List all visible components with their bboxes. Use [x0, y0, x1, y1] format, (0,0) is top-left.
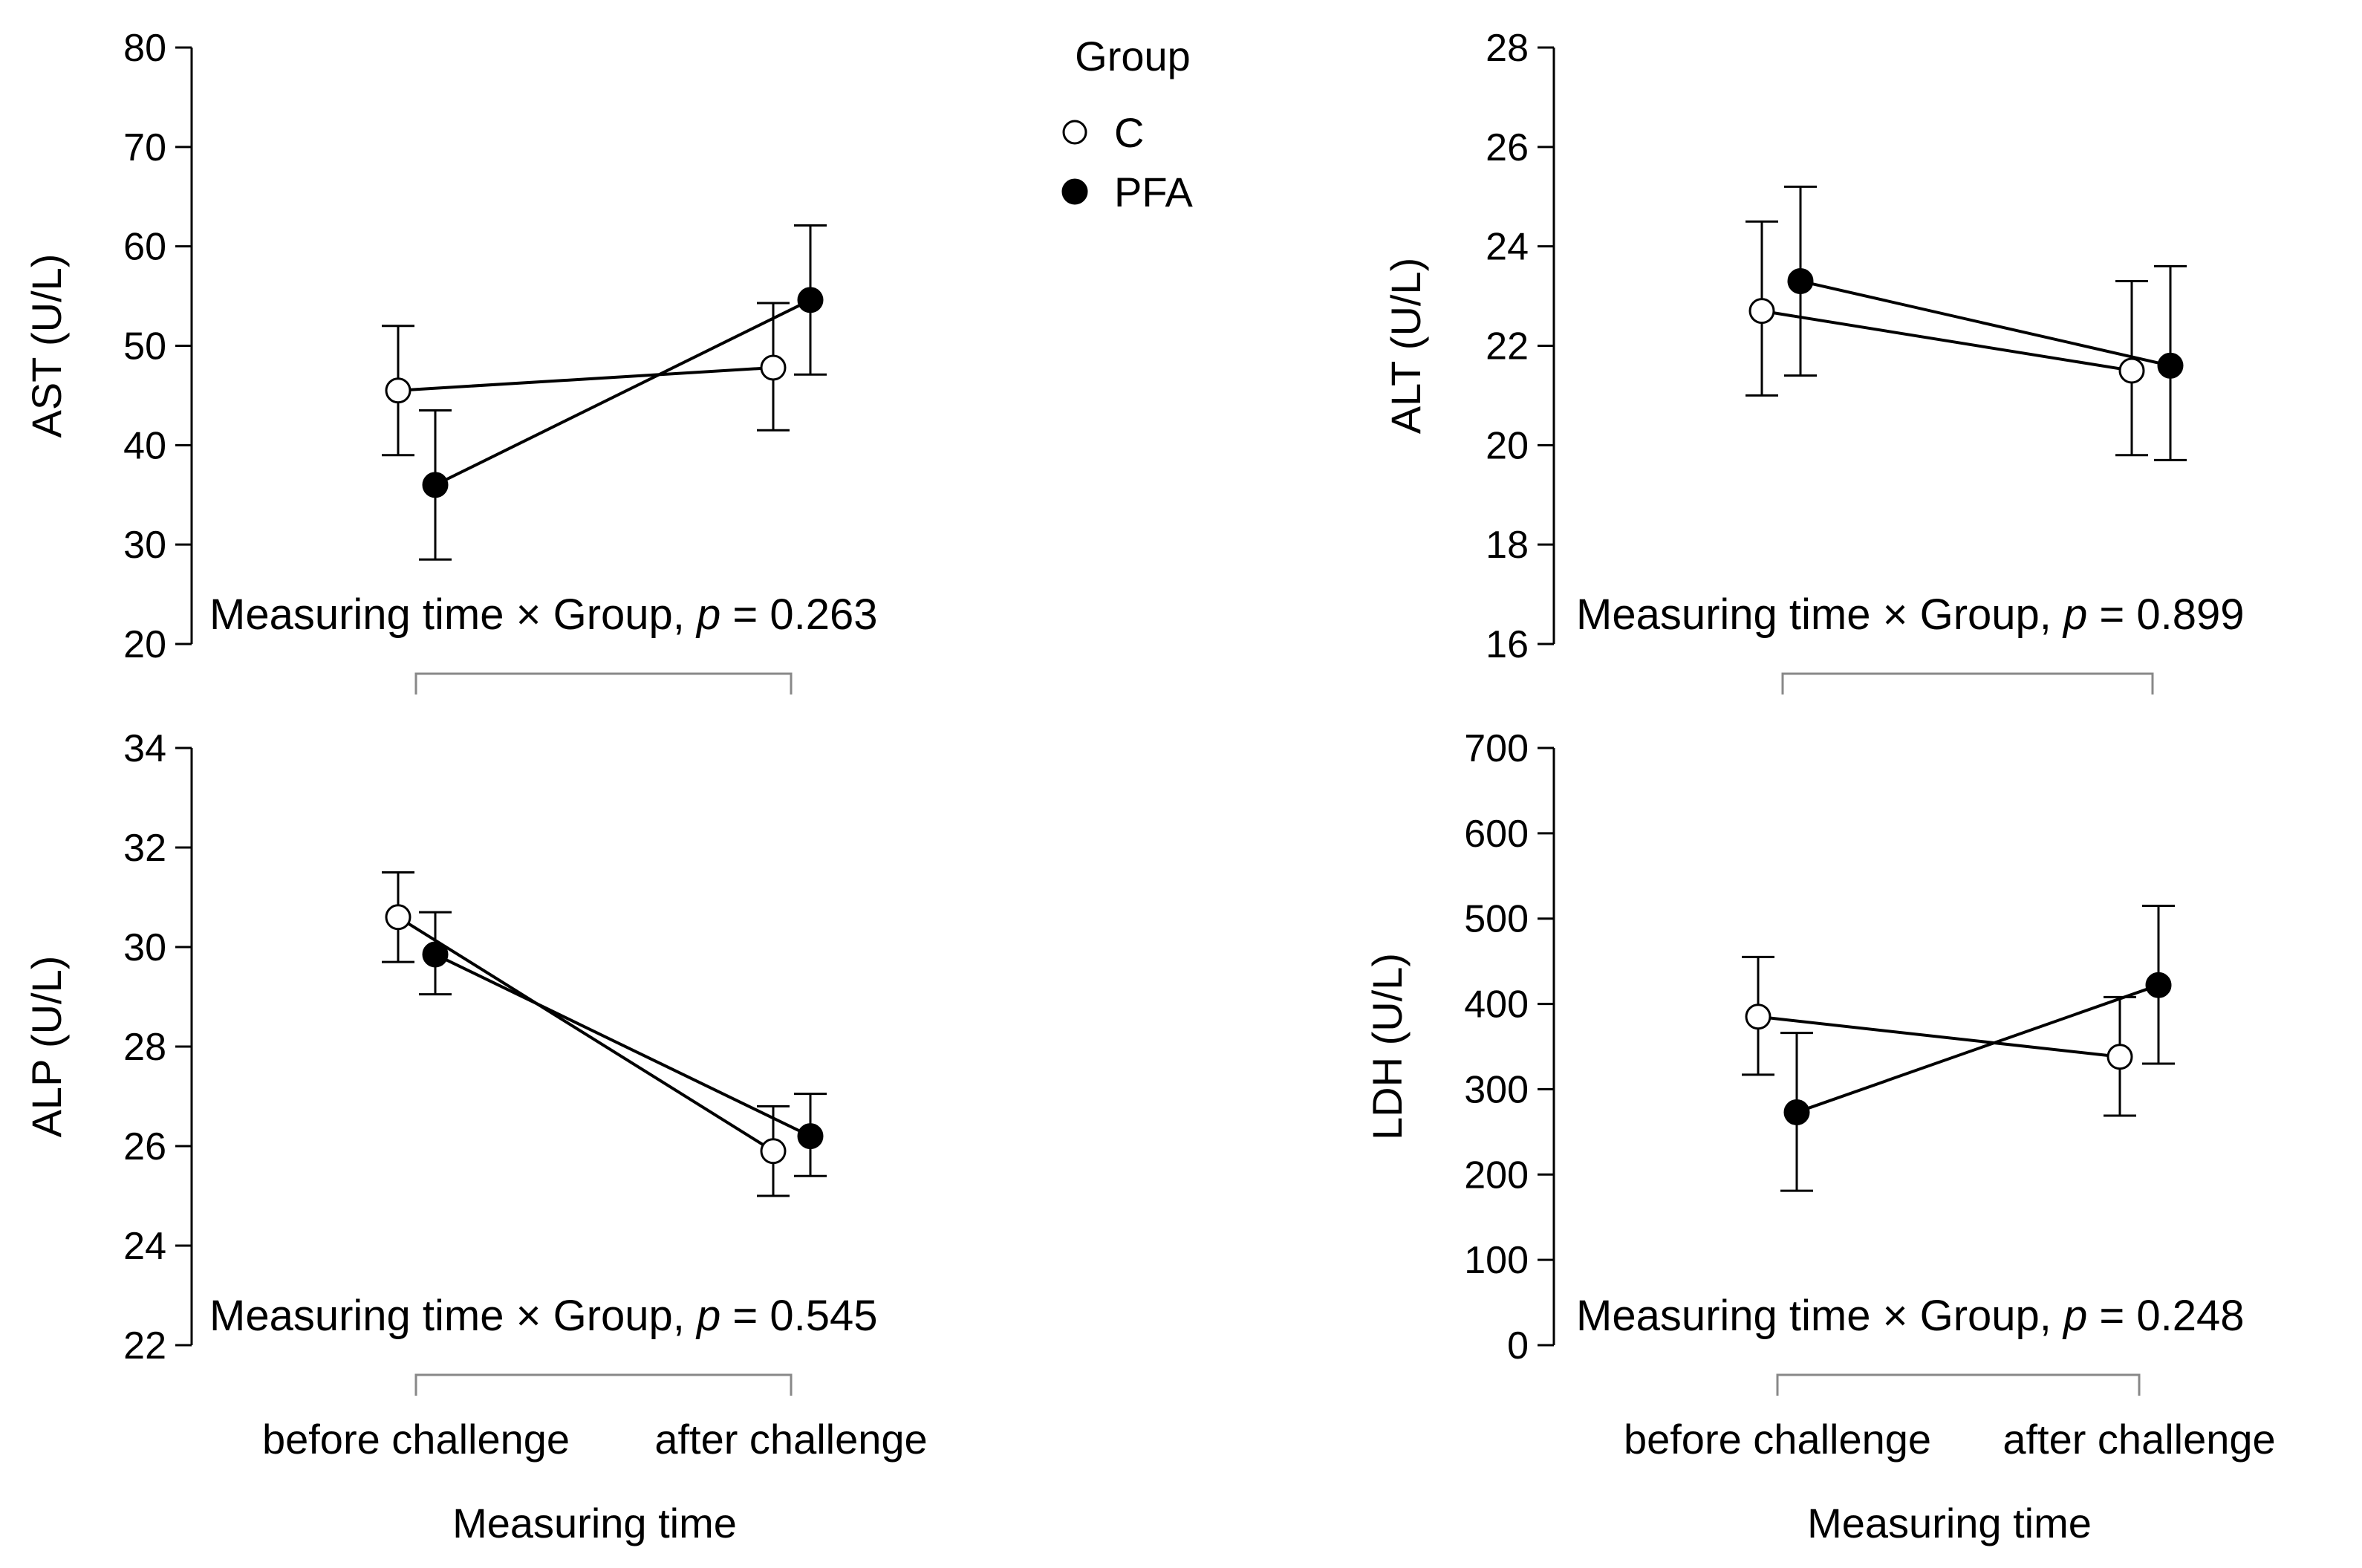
- y-tick-label: 80: [123, 27, 166, 70]
- y-tick-label: 26: [1486, 126, 1529, 169]
- x-axis-bracket: [1781, 672, 2154, 694]
- point-pfa: [1787, 268, 1814, 295]
- legend-label-c: C: [1114, 109, 1144, 156]
- legend: Group C PFA: [1061, 33, 1193, 215]
- y-tick-label: 32: [123, 827, 166, 870]
- y-axis-label: LDH (U/L): [1364, 953, 1411, 1140]
- point-c: [760, 354, 787, 381]
- x-tick-label: before challenge: [1624, 1416, 1931, 1463]
- point-pfa: [1783, 1099, 1810, 1125]
- series-line-pfa: [1800, 279, 2171, 368]
- y-tick-label: 20: [1486, 424, 1529, 467]
- x-axis-bracket: [414, 1373, 793, 1396]
- panel-top-right: 16 18 20 22 24 26 28 ALT (U/L) Measuring time × …: [1382, 27, 2245, 694]
- point-pfa: [422, 941, 449, 968]
- y-tick-label: 20: [123, 623, 166, 666]
- y-tick-label: 400: [1464, 983, 1529, 1027]
- point-c: [2106, 1044, 2133, 1070]
- legend-marker-pfa: [1061, 178, 1088, 205]
- y-tick-label: 50: [123, 325, 166, 368]
- y-tick-label: 500: [1464, 898, 1529, 941]
- interaction-annotation: Measuring time × Group, p = 0.545: [209, 1292, 878, 1340]
- y-tick-label: 26: [123, 1125, 166, 1168]
- panel-top-left: 20 30 40 50 60 70 80 AST (U/L) Measuring time × …: [23, 27, 878, 694]
- series-line-pfa: [435, 299, 811, 487]
- x-tick-label: after challenge: [654, 1416, 927, 1463]
- series-line-pfa: [1796, 983, 2159, 1114]
- interaction-annotation: Measuring time × Group, p = 0.248: [1576, 1292, 2245, 1340]
- y-tick-label: 700: [1464, 727, 1529, 770]
- point-c: [385, 904, 411, 931]
- interaction-annotation: Measuring time × Group, p = 0.263: [209, 591, 878, 639]
- interaction-annotation: Measuring time × Group, p = 0.899: [1576, 591, 2245, 639]
- point-c: [2118, 357, 2145, 384]
- x-axis-label: Measuring time: [452, 1500, 737, 1546]
- y-tick-label: 30: [123, 524, 166, 567]
- y-tick-label: 200: [1464, 1154, 1529, 1197]
- x-axis-bracket: [1776, 1373, 2141, 1396]
- point-pfa: [2157, 352, 2184, 379]
- y-tick-label: 22: [1486, 325, 1529, 368]
- y-tick-label: 0: [1507, 1324, 1529, 1367]
- point-c: [1748, 298, 1775, 325]
- y-tick-label: 24: [1486, 226, 1529, 269]
- series-line-c: [397, 365, 774, 392]
- y-axis-label: AST (U/L): [23, 254, 70, 438]
- point-pfa: [797, 287, 824, 313]
- y-tick-label: 600: [1464, 813, 1529, 856]
- y-tick-label: 28: [1486, 27, 1529, 70]
- legend-title: Group: [1075, 33, 1191, 79]
- y-tick-label: 300: [1464, 1068, 1529, 1111]
- y-tick-label: 24: [123, 1225, 166, 1268]
- y-axis-label: ALP (U/L): [23, 956, 70, 1138]
- panel-bottom-right: 0 100 200 300 400 500 600 700 LDH (U/L) before ch…: [1364, 727, 2276, 1546]
- point-pfa: [797, 1123, 824, 1150]
- series-line-pfa: [435, 953, 811, 1138]
- y-tick-label: 100: [1464, 1239, 1529, 1282]
- x-axis-label: Measuring time: [1807, 1500, 2092, 1546]
- x-tick-label: before challenge: [262, 1416, 570, 1463]
- y-tick-label: 22: [123, 1324, 166, 1367]
- point-pfa: [2145, 972, 2172, 998]
- y-tick-label: 28: [123, 1026, 166, 1069]
- series-line-c: [1757, 1015, 2121, 1058]
- point-pfa: [422, 472, 449, 498]
- y-tick-label: 18: [1486, 524, 1529, 567]
- legend-marker-c: [1062, 120, 1087, 145]
- y-tick-label: 30: [123, 926, 166, 969]
- series-line-c: [397, 916, 775, 1153]
- x-tick-label: after challenge: [2003, 1416, 2275, 1463]
- point-c: [385, 377, 411, 404]
- x-axis-bracket: [414, 672, 793, 694]
- panel-bottom-left: 22 24 26 28 30 32 34 ALP (U/L) before challenge a…: [23, 727, 928, 1546]
- panels: 20 30 40 50 60 70 80 AST (U/L) Measuring time × …: [23, 27, 2276, 1546]
- y-tick-label: 60: [123, 226, 166, 269]
- series-line-c: [1761, 309, 2132, 372]
- point-c: [760, 1138, 787, 1165]
- y-tick-label: 16: [1486, 623, 1529, 666]
- y-tick-label: 70: [123, 126, 166, 169]
- y-tick-label: 34: [123, 727, 166, 770]
- point-c: [1745, 1003, 1771, 1030]
- y-tick-label: 40: [123, 424, 166, 467]
- y-axis-label: ALT (U/L): [1382, 258, 1429, 435]
- legend-label-pfa: PFA: [1114, 169, 1193, 215]
